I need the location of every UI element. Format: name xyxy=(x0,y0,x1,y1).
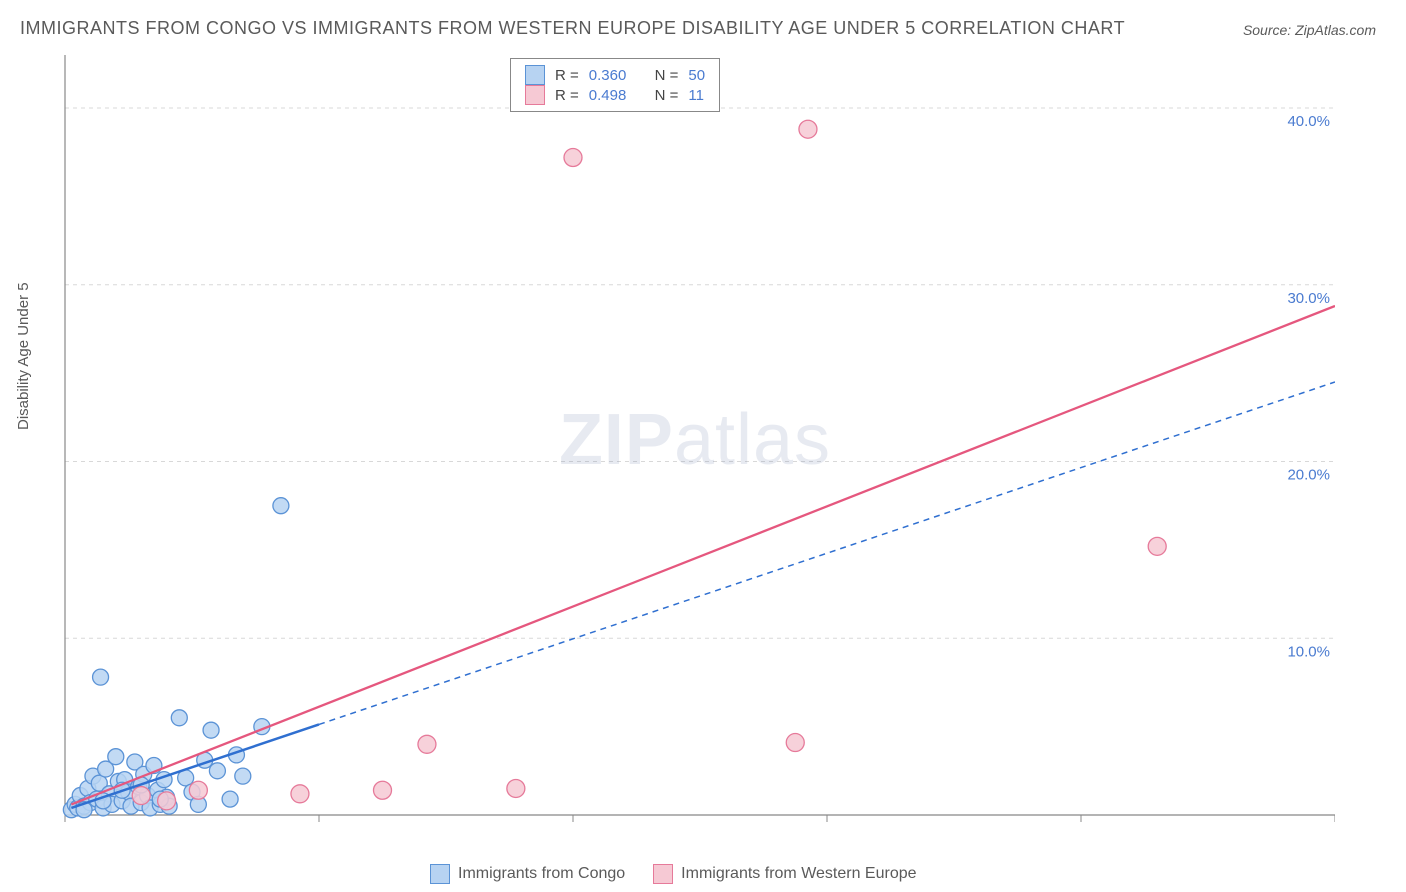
n-value-we: 11 xyxy=(688,87,704,104)
n-label: N = xyxy=(655,67,679,84)
swatch-we xyxy=(525,85,545,105)
r-label: R = xyxy=(555,87,579,104)
legend-label-we: Immigrants from Western Europe xyxy=(681,865,916,883)
svg-text:10.0%: 10.0% xyxy=(1287,643,1330,660)
legend-item-congo: Immigrants from Congo xyxy=(430,864,625,884)
r-value-congo: 0.360 xyxy=(589,67,627,84)
swatch-congo xyxy=(525,65,545,85)
swatch-congo-icon xyxy=(430,864,450,884)
legend-row-we: R = 0.498 N = 11 xyxy=(525,85,705,105)
scatter-plot: 10.0%20.0%30.0%40.0%0.0%10.0% xyxy=(55,55,1335,825)
series-legend: Immigrants from Congo Immigrants from We… xyxy=(430,864,917,884)
svg-text:20.0%: 20.0% xyxy=(1287,467,1330,484)
correlation-legend: R = 0.360 N = 50 R = 0.498 N = 11 xyxy=(510,58,720,112)
chart-title: IMMIGRANTS FROM CONGO VS IMMIGRANTS FROM… xyxy=(20,18,1125,39)
legend-item-we: Immigrants from Western Europe xyxy=(653,864,916,884)
n-value-congo: 50 xyxy=(688,67,705,84)
svg-text:30.0%: 30.0% xyxy=(1287,290,1330,307)
svg-text:40.0%: 40.0% xyxy=(1287,113,1330,130)
legend-label-congo: Immigrants from Congo xyxy=(458,865,625,883)
legend-row-congo: R = 0.360 N = 50 xyxy=(525,65,705,85)
y-axis-label: Disability Age Under 5 xyxy=(15,282,32,430)
source-label: Source: ZipAtlas.com xyxy=(1243,22,1376,38)
r-label: R = xyxy=(555,67,579,84)
swatch-we-icon xyxy=(653,864,673,884)
n-label: N = xyxy=(655,87,679,104)
chart-area: 10.0%20.0%30.0%40.0%0.0%10.0% ZIPatlas xyxy=(55,55,1335,825)
r-value-we: 0.498 xyxy=(589,87,627,104)
